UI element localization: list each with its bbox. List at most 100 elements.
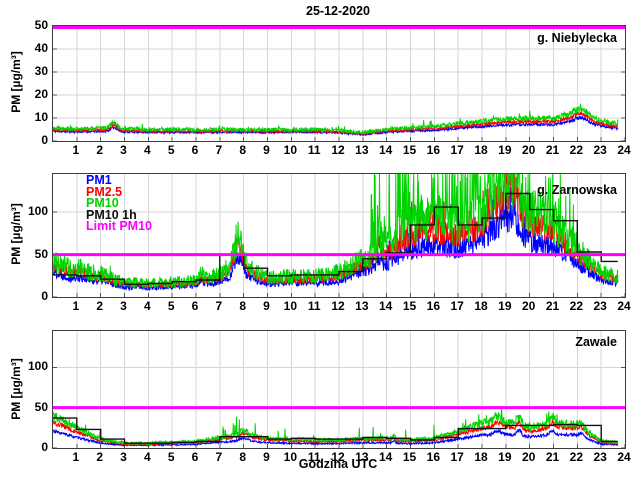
series-pm10 xyxy=(53,103,619,136)
x-tick-label: 11 xyxy=(307,299,321,313)
x-tick-label: 18 xyxy=(474,299,488,313)
x-tick-label: 14 xyxy=(378,299,393,313)
plot-area-zarnowska xyxy=(52,173,626,298)
x-tick-label: 15 xyxy=(402,450,417,464)
x-tick-label: 12 xyxy=(331,143,345,157)
tick-marks xyxy=(53,26,625,141)
x-tick-label: 11 xyxy=(307,143,321,157)
plot-svg-2 xyxy=(53,331,625,448)
x-tick-label: 24 xyxy=(617,450,631,464)
station-label-zarnowska: g. Zarnowska xyxy=(537,183,617,197)
x-tick-label: 8 xyxy=(239,450,246,464)
plot-svg-0 xyxy=(53,26,625,141)
series-pm10-1h-step xyxy=(53,192,618,285)
x-tick-label: 13 xyxy=(355,143,369,157)
x-axis-title: Godzina UTC xyxy=(298,457,378,471)
legend-item-pm1: PM1 xyxy=(86,173,112,187)
x-tick-label: 11 xyxy=(307,450,321,464)
plot-area-niebylecka xyxy=(52,25,626,142)
x-tick-label: 18 xyxy=(474,450,488,464)
y-tick-label: 50 xyxy=(34,399,48,414)
x-tick-label: 15 xyxy=(402,299,417,313)
x-tick-label: 22 xyxy=(569,299,583,313)
x-tick-label: 20 xyxy=(521,143,536,157)
x-tick-label: 5 xyxy=(167,299,175,313)
station-label-niebylecka: g. Niebylecka xyxy=(537,31,617,45)
x-tick-label: 17 xyxy=(450,450,464,464)
plot-area-zawale xyxy=(52,330,626,449)
y-axis-title-niebylecka: PM [µg/m³] xyxy=(9,51,23,113)
y-tick-label: 50 xyxy=(34,246,48,261)
x-tick-label: 16 xyxy=(426,299,440,313)
x-tick-label: 2 xyxy=(96,450,103,464)
y-tick-label: 0 xyxy=(41,289,48,303)
y-tick-label: 30 xyxy=(34,64,48,78)
x-tick-label: 3 xyxy=(120,450,127,464)
y-tick-label: 40 xyxy=(34,41,48,55)
x-tick-label: 1 xyxy=(72,143,80,157)
y-tick-label: 100 xyxy=(27,204,48,219)
x-tick-label: 21 xyxy=(545,143,560,157)
x-tick-label: 17 xyxy=(450,299,464,313)
grid-lines xyxy=(53,26,625,141)
x-tick-label: 19 xyxy=(498,143,512,157)
x-tick-label: 22 xyxy=(569,143,583,157)
y-tick-label: 100 xyxy=(27,359,48,374)
x-tick-label: 14 xyxy=(378,450,393,464)
x-tick-label: 5 xyxy=(167,450,175,464)
x-tick-label: 10 xyxy=(283,143,297,157)
legend-item-pm10-1h: PM10 1h xyxy=(86,207,137,222)
x-tick-label: 7 xyxy=(215,143,223,157)
x-tick-label: 15 xyxy=(402,143,417,157)
x-tick-label: 8 xyxy=(239,299,246,313)
x-tick-label: 18 xyxy=(474,143,488,157)
x-tick-label: 2 xyxy=(96,143,103,157)
x-tick-label: 20 xyxy=(521,450,536,464)
x-tick-label: 3 xyxy=(120,299,127,313)
x-tick-label: 17 xyxy=(450,143,464,157)
x-tick-label: 7 xyxy=(215,450,223,464)
y-tick-label: 0 xyxy=(41,440,48,454)
y-tick-label: 50 xyxy=(34,18,48,32)
series-pm10-1h-step xyxy=(53,417,618,444)
legend: PM1 PM2.5 PM10 PM10 1h Limit PM10 xyxy=(86,173,152,233)
y-tick-label: 20 xyxy=(34,87,48,101)
x-tick-label: 4 xyxy=(143,450,151,464)
x-tick-label: 6 xyxy=(191,299,199,313)
y-tick-label: 10 xyxy=(34,110,48,124)
x-tick-label: 21 xyxy=(545,450,560,464)
x-tick-label: 4 xyxy=(143,143,151,157)
x-tick-label: 9 xyxy=(263,299,270,313)
x-tick-label: 2 xyxy=(96,299,103,313)
x-tick-label: 20 xyxy=(521,299,536,313)
x-tick-label: 5 xyxy=(167,143,175,157)
tick-marks xyxy=(53,366,625,448)
x-tick-label: 24 xyxy=(617,143,631,157)
x-tick-label: 6 xyxy=(191,143,199,157)
x-tick-label: 24 xyxy=(617,299,631,313)
x-tick-label: 23 xyxy=(593,450,607,464)
legend-item-pm2-5: PM2.5 xyxy=(86,184,123,199)
x-tick-label: 1 xyxy=(72,450,80,464)
x-tick-label: 1 xyxy=(72,299,80,313)
x-tick-label: 16 xyxy=(426,143,440,157)
series-pm2-5 xyxy=(53,110,618,136)
x-tick-label: 19 xyxy=(498,299,512,313)
x-tick-label: 10 xyxy=(283,450,297,464)
x-tick-label: 22 xyxy=(569,450,583,464)
x-tick-label: 6 xyxy=(191,450,199,464)
x-tick-label: 4 xyxy=(143,299,151,313)
x-tick-label: 16 xyxy=(426,450,440,464)
x-tick-label: 14 xyxy=(378,143,393,157)
x-tick-label: 12 xyxy=(331,299,345,313)
x-tick-label: 21 xyxy=(545,299,560,313)
x-tick-label: 13 xyxy=(355,450,369,464)
x-tick-label: 3 xyxy=(120,143,127,157)
x-tick-label: 7 xyxy=(215,299,223,313)
x-tick-label: 8 xyxy=(239,143,246,157)
x-tick-label: 12 xyxy=(331,450,345,464)
legend-item-pm10: PM10 xyxy=(86,196,119,210)
series-pm1 xyxy=(53,428,619,447)
x-tick-label: 13 xyxy=(355,299,369,313)
